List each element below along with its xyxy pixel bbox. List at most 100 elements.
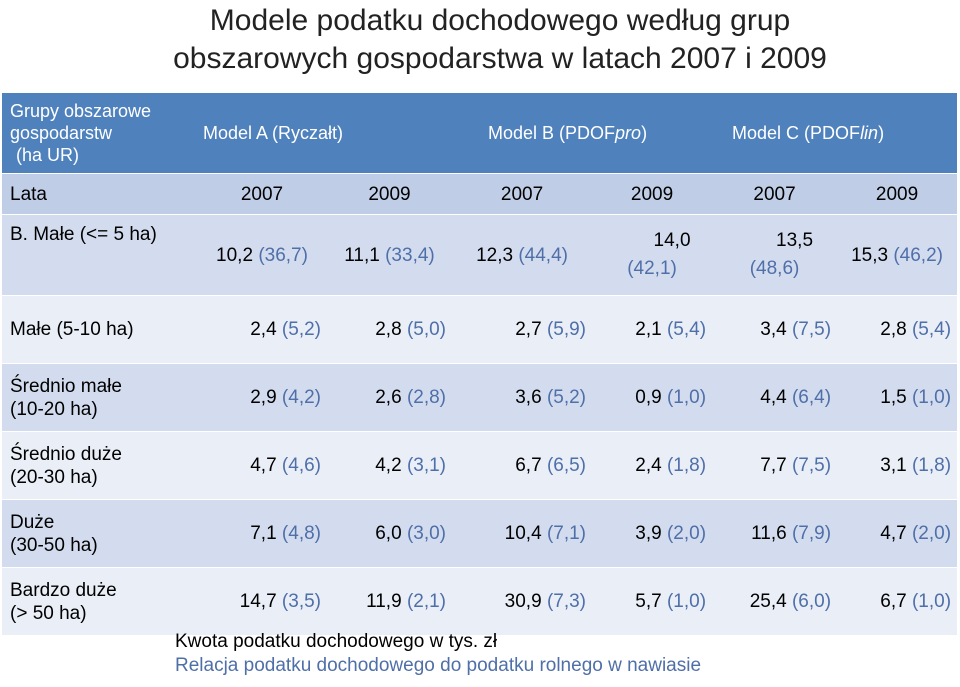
relation-value: (6,5)	[546, 455, 587, 476]
relation-value: (42,1)	[627, 258, 677, 279]
relation-value: (36,7)	[258, 244, 308, 266]
tax-value: 3,4	[760, 319, 787, 340]
tax-value: 5,7	[635, 591, 662, 612]
tax-value: 2,1	[635, 319, 662, 340]
relation-value: (3,1)	[406, 455, 447, 476]
value-cell: 11,1 (33,4)	[327, 214, 453, 296]
relation-value: (3,5)	[281, 591, 321, 612]
relation-value: (1,0)	[911, 591, 952, 612]
year-cell: 2007	[712, 173, 838, 215]
value-cell: 10,4 (7,1)	[452, 499, 593, 568]
row-label: Bardzo duże (> 50 ha)	[2, 567, 197, 636]
relation-value: (5,9)	[546, 319, 587, 340]
value-cell: 6,7 (1,0)	[837, 567, 958, 636]
group-header-cell: Grupy obszarowe gospodarstw (ha UR)	[2, 93, 197, 174]
value-cell: 6,0 (3,0)	[327, 499, 453, 568]
title-line-1: Modele podatku dochodowego według grup	[209, 4, 791, 37]
value-cell: 5,7 (1,0)	[592, 567, 713, 636]
row-label-line-1: Duże	[10, 511, 55, 533]
tax-value: 1,5	[880, 387, 907, 408]
relation-value: (4,6)	[281, 455, 321, 476]
value-cell: 2,8 (5,4)	[837, 295, 958, 364]
value-cell: 30,9 (7,3)	[452, 567, 593, 636]
table-row: Średnio duże (20-30 ha) 4,7 (4,6) 4,2 (3,…	[2, 431, 958, 500]
tax-value: 11,6	[751, 523, 787, 544]
relation-value: (5,2)	[281, 319, 321, 340]
tax-value: 2,9	[250, 387, 277, 408]
tax-value: 14,0	[653, 230, 691, 251]
tax-value: 12,3	[476, 244, 514, 266]
relation-value: (44,4)	[518, 244, 568, 266]
legend-relation: Relacja podatku dochodowego do podatku r…	[175, 655, 702, 676]
row-label-line-2: (30-50 ha)	[10, 534, 98, 556]
value-cell: 4,2 (3,1)	[327, 431, 453, 500]
tax-value: 4,2	[375, 455, 402, 476]
tax-value: 4,7	[250, 455, 277, 476]
value-cell: 3,1 (1,8)	[837, 431, 958, 500]
row-label-line-2: (10-20 ha)	[10, 398, 98, 420]
value-cell: 14,7 (3,5)	[197, 567, 327, 636]
value-cell: 7,7 (7,5)	[712, 431, 838, 500]
value-cell: 0,9 (1,0)	[592, 363, 713, 432]
value-cell: 12,3 (44,4)	[452, 214, 593, 296]
tax-value: 2,4	[635, 455, 662, 476]
relation-value: (6,0)	[791, 591, 832, 612]
year-cell: 2009	[837, 173, 958, 215]
relation-value: (6,4)	[791, 387, 832, 408]
value-cell: 15,3 (46,2)	[837, 214, 958, 296]
value-cell: 4,4 (6,4)	[712, 363, 838, 432]
group-header-line-1: Grupy obszarowe	[10, 101, 152, 121]
tax-value: 14,7	[239, 591, 277, 612]
model-c-close: )	[878, 122, 885, 143]
header-row: Grupy obszarowe gospodarstw (ha UR) Mode…	[2, 93, 958, 174]
model-b-close: )	[641, 122, 648, 143]
year-cell: 2007	[452, 173, 593, 215]
model-c-text: Model C (PDOF	[732, 122, 861, 143]
relation-value: (2,0)	[911, 523, 952, 544]
value-cell: 2,6 (2,8)	[327, 363, 453, 432]
relation-value: (2,8)	[406, 387, 447, 408]
relation-value: (1,8)	[666, 455, 707, 476]
value-cell: 2,8 (5,0)	[327, 295, 453, 364]
value-cell: 4,7 (4,6)	[197, 431, 327, 500]
legend-amount: Kwota podatku dochodowego w tys. zł	[175, 631, 498, 652]
model-c-header: Model C (PDOFlin)	[712, 93, 958, 174]
value-cell: 3,4 (7,5)	[712, 295, 838, 364]
tax-value: 10,4	[504, 523, 542, 544]
relation-value: (5,2)	[546, 387, 587, 408]
relation-value: (5,4)	[911, 319, 952, 340]
table-row: Średnio małe (10-20 ha) 2,9 (4,2) 2,6 (2,…	[2, 363, 958, 432]
group-header-line-3: (ha UR)	[16, 145, 80, 165]
tax-value: 4,7	[880, 523, 907, 544]
value-cell: 11,9 (2,1)	[327, 567, 453, 636]
relation-value: (7,5)	[791, 319, 832, 340]
value-cell: 2,9 (4,2)	[197, 363, 327, 432]
row-label: Małe (5-10 ha)	[2, 295, 197, 364]
row-label-line-2: (20-30 ha)	[10, 466, 98, 488]
model-b-text: Model B (PDOF	[488, 122, 616, 143]
table-row: Małe (5-10 ha) 2,4 (5,2) 2,8 (5,0) 2,7 (…	[2, 295, 958, 364]
relation-value: (5,0)	[406, 319, 447, 340]
relation-value: (4,8)	[281, 523, 321, 544]
years-label: Lata	[2, 173, 197, 215]
years-row: Lata 2007 2009 2007 2009 2007 2009	[2, 173, 958, 215]
relation-value: (1,0)	[666, 591, 707, 612]
tax-models-table: Grupy obszarowe gospodarstw (ha UR) Mode…	[2, 93, 958, 636]
relation-value: (46,2)	[893, 244, 943, 266]
tax-value: 3,9	[635, 523, 662, 544]
model-c-italic: lin	[860, 122, 879, 143]
tax-value: 6,0	[375, 523, 402, 544]
value-cell: 11,6 (7,9)	[712, 499, 838, 568]
tax-value: 11,9	[366, 591, 402, 612]
tax-value: 0,9	[635, 387, 662, 408]
model-b-italic: pro	[615, 122, 642, 143]
value-cell: 7,1 (4,8)	[197, 499, 327, 568]
tax-value: 10,2	[216, 244, 254, 266]
tax-value: 2,8	[375, 319, 402, 340]
value-cell: 2,1 (5,4)	[592, 295, 713, 364]
table-row: B. Małe (<= 5 ha) 10,2 (36,7) 11,1 (33,4…	[2, 214, 958, 296]
tax-value: 25,4	[749, 591, 787, 612]
tax-value: 7,7	[760, 455, 787, 476]
row-label-line-1: Średnio małe	[10, 375, 122, 397]
row-label-line-1: Średnio duże	[10, 443, 122, 465]
